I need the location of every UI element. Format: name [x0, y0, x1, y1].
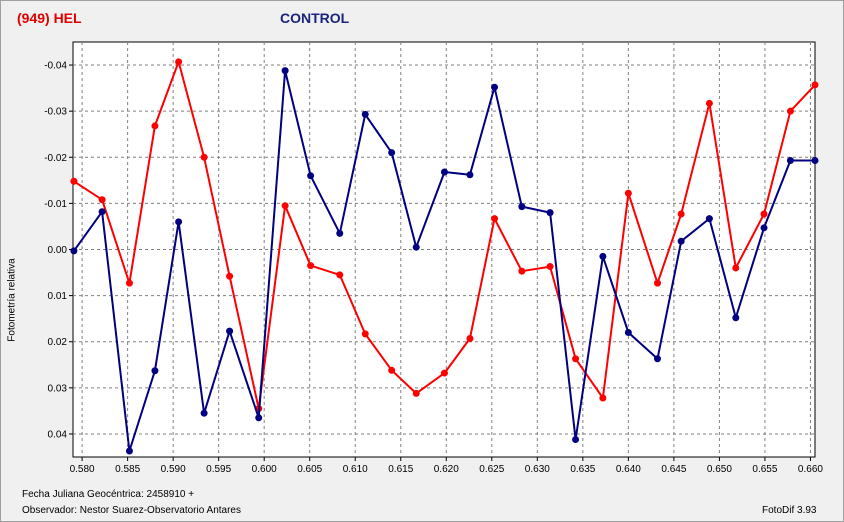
hel-data-point	[786, 107, 794, 115]
hel-data-point	[226, 272, 234, 280]
x-tick-label: 0.610	[343, 464, 368, 475]
hel-data-point	[732, 264, 740, 272]
hel-data-point	[307, 262, 315, 270]
control-data-point	[440, 168, 448, 176]
hel-data-point	[151, 122, 159, 130]
y-tick-label: -0.04	[44, 61, 67, 72]
hel-data-point	[760, 210, 768, 218]
control-data-point	[624, 329, 632, 336]
hel-data-point	[518, 267, 526, 275]
hel-data-point	[546, 263, 554, 271]
hel-data-point	[200, 153, 208, 161]
hel-data-point	[811, 81, 819, 89]
control-data-point	[811, 157, 819, 165]
control-data-point	[151, 367, 159, 375]
software-label: FotoDif 3.93	[762, 505, 817, 516]
y-tick-label: 0.02	[48, 337, 68, 348]
x-tick-label: 0.595	[206, 464, 231, 475]
control-data-point	[200, 409, 208, 417]
x-tick-label: 0.630	[525, 464, 550, 475]
x-tick-label: 0.590	[161, 464, 186, 475]
control-data-point	[412, 243, 420, 251]
control-data-point	[255, 414, 263, 422]
hel-data-point	[361, 330, 369, 338]
y-tick-label: 0.01	[48, 291, 68, 302]
control-data-point	[98, 208, 106, 216]
x-tick-label: 0.600	[252, 464, 277, 475]
hel-data-point	[440, 369, 448, 377]
x-tick-label: 0.660	[798, 464, 823, 475]
hel-data-point	[281, 202, 289, 210]
x-tick-label: 0.605	[297, 464, 322, 475]
control-data-point	[70, 247, 78, 255]
y-tick-label: 0.03	[48, 383, 68, 394]
control-data-point	[677, 237, 685, 245]
x-tick-label: 0.625	[479, 464, 504, 475]
hel-data-point	[599, 394, 607, 402]
hel-data-point	[653, 279, 661, 287]
control-data-point	[786, 157, 794, 165]
y-tick-label: -0.01	[44, 199, 67, 210]
date-label: Fecha Juliana Geocéntrica: 2458910 +	[22, 489, 195, 500]
x-tick-label: 0.585	[115, 464, 140, 475]
x-tick-label: 0.580	[70, 464, 95, 475]
control-data-point	[705, 215, 713, 223]
hel-data-point	[466, 334, 474, 342]
x-tick-label: 0.655	[752, 464, 777, 475]
control-data-point	[546, 209, 554, 217]
control-data-point	[281, 67, 289, 75]
x-tick-label: 0.635	[570, 464, 595, 475]
control-data-point	[732, 314, 740, 322]
hel-data-point	[491, 215, 499, 223]
x-tick-label: 0.640	[616, 464, 641, 475]
observer-label: Observador: Nestor Suarez-Observatorio A…	[22, 505, 241, 516]
hel-data-point	[572, 355, 580, 363]
x-tick-label: 0.615	[388, 464, 413, 475]
hel-data-point	[705, 99, 713, 107]
control-data-point	[599, 252, 607, 260]
hel-data-point	[388, 366, 396, 374]
y-tick-label: -0.03	[44, 107, 67, 118]
control-data-point	[336, 229, 344, 237]
control-data-point	[466, 171, 474, 179]
hel-data-point	[412, 389, 420, 397]
object-title: (949) HEL	[17, 10, 82, 26]
control-data-point	[175, 218, 183, 226]
hel-data-point	[70, 177, 78, 185]
y-tick-label: -0.02	[44, 153, 67, 164]
hel-data-point	[175, 58, 183, 66]
control-data-point	[653, 355, 661, 363]
hel-data-point	[677, 210, 685, 218]
control-data-point	[125, 447, 133, 455]
control-title: CONTROL	[280, 10, 350, 26]
y-tick-label: 0.00	[48, 245, 68, 256]
x-tick-label: 0.650	[707, 464, 732, 475]
control-data-point	[518, 203, 526, 211]
hel-data-point	[624, 189, 632, 197]
control-data-point	[491, 83, 499, 91]
control-data-point	[307, 172, 315, 180]
y-tick-label: 0.04	[48, 429, 68, 440]
control-data-point	[572, 435, 580, 443]
hel-data-point	[98, 196, 106, 204]
x-tick-label: 0.620	[434, 464, 459, 475]
hel-data-point	[336, 271, 344, 279]
control-data-point	[388, 149, 396, 157]
control-data-point	[361, 110, 369, 118]
control-data-point	[226, 327, 234, 335]
x-tick-label: 0.645	[661, 464, 686, 475]
hel-data-point	[125, 279, 133, 287]
control-data-point	[760, 224, 768, 232]
